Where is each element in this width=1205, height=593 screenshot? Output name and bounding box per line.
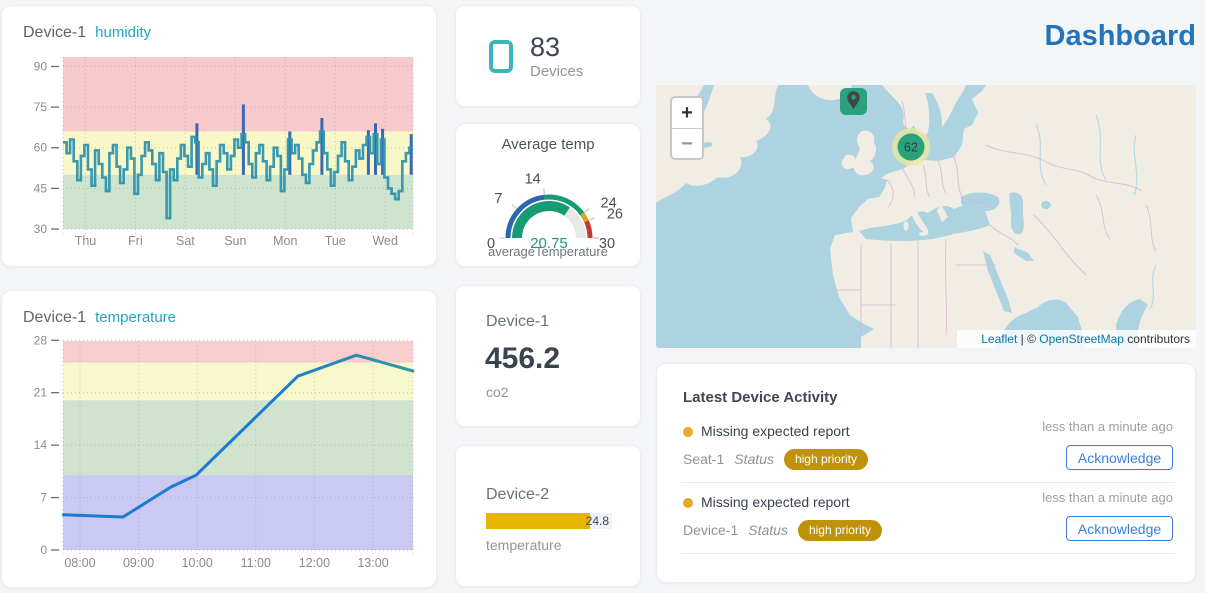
temperature-bar-value: 24.8 <box>585 514 609 528</box>
device-name: Device-1 <box>486 313 550 330</box>
svg-text:45: 45 <box>34 181 48 195</box>
gauge-metric-label: averageTemperature <box>488 244 608 259</box>
temperature-bar-track: 24.8 <box>486 513 612 529</box>
device2-temperature-card: Device-2 24.8 temperature <box>455 445 641 587</box>
marker-cluster[interactable]: 62 <box>892 128 930 166</box>
device-name: Device-1 <box>23 24 87 41</box>
svg-text:20.75: 20.75 <box>530 235 568 252</box>
svg-text:90: 90 <box>34 59 48 73</box>
tablet-icon <box>489 39 513 73</box>
alert-dot-icon <box>683 498 693 508</box>
latest-device-activity-card: Latest Device Activity Missing expected … <box>656 363 1196 583</box>
map-zoom-control: + − <box>670 96 704 160</box>
acknowledge-button[interactable]: Acknowledge <box>1066 445 1173 470</box>
svg-text:0: 0 <box>40 543 47 557</box>
devices-label: Devices <box>530 62 584 80</box>
humidity-step-chart: 30 45 60 75 90 Thu Fri Sat Sun Mon Tue Wed <box>34 57 414 248</box>
zoom-out-button[interactable]: − <box>672 128 702 158</box>
activity-status-label: Status <box>748 522 788 538</box>
svg-text:08:00: 08:00 <box>64 556 95 570</box>
map-attribution: Leaflet | © OpenStreetMap contributors <box>957 330 1196 348</box>
svg-text:10:00: 10:00 <box>182 556 213 570</box>
svg-text:0: 0 <box>487 236 495 252</box>
svg-text:14: 14 <box>525 171 541 187</box>
activity-detail-row: Seat-1 Status high priority <box>683 449 868 471</box>
borders <box>830 100 1157 348</box>
temperature-line-chart: 0 7 14 21 28 08:00 09:00 10:00 11:00 12:00 13:00 <box>34 333 415 570</box>
temperature-bar-fill <box>486 513 591 529</box>
humidity-chart-title: Device-1 humidity <box>23 24 151 42</box>
leaflet-map[interactable]: 62 + − Leaflet | © OpenStreetMap contrib… <box>656 85 1196 348</box>
alert-dot-icon <box>683 427 693 437</box>
svg-text:13:00: 13:00 <box>357 556 388 570</box>
attribute-name: temperature <box>486 537 562 553</box>
attribution-separator: | © <box>1017 332 1040 346</box>
devices-count-card: 83 Devices <box>455 5 641 107</box>
svg-text:7: 7 <box>40 491 47 505</box>
device-marker-pin[interactable] <box>840 88 867 115</box>
activity-item: Missing expected report less than a minu… <box>681 417 1175 483</box>
svg-text:Sat: Sat <box>176 234 195 248</box>
svg-text:09:00: 09:00 <box>123 556 154 570</box>
attribute-name: temperature <box>95 309 177 326</box>
average-temp-gauge-card: Average temp 0 7 14 24 26 30 20.75 averageTemp… <box>455 123 641 267</box>
activity-device: Seat-1 <box>683 451 725 467</box>
zoom-in-button[interactable]: + <box>672 98 702 128</box>
priority-badge: high priority <box>797 520 882 541</box>
humidity-chart-card: Device-1 humidity 30 45 60 75 90 Thu Fri Sat Sun M… <box>1 5 437 267</box>
svg-text:12:00: 12:00 <box>299 556 330 570</box>
svg-text:7: 7 <box>494 191 502 207</box>
svg-text:75: 75 <box>34 100 48 114</box>
svg-text:Thu: Thu <box>75 234 97 248</box>
activity-event-title: Missing expected report <box>701 494 850 510</box>
svg-text:30: 30 <box>34 222 48 236</box>
activity-status-label: Status <box>734 451 774 467</box>
svg-text:24: 24 <box>601 196 617 212</box>
activity-timestamp: less than a minute ago <box>1042 490 1173 505</box>
activity-event-title: Missing expected report <box>701 423 850 439</box>
attribution-contributors: contributors <box>1123 332 1190 346</box>
svg-text:28: 28 <box>34 333 48 347</box>
svg-text:30: 30 <box>599 236 615 252</box>
co2-label: co2 <box>486 384 509 400</box>
activity-device: Device-1 <box>683 522 739 538</box>
svg-text:26: 26 <box>607 207 623 223</box>
rivers <box>1035 114 1157 310</box>
svg-text:Wed: Wed <box>372 234 398 248</box>
temperature-chart-title: Device-1 temperature <box>23 309 176 327</box>
gauge-title: Average temp <box>501 136 595 153</box>
svg-text:60: 60 <box>34 141 48 155</box>
acknowledge-button[interactable]: Acknowledge <box>1066 516 1173 541</box>
co2-value-card: Device-1 456.2 co2 <box>455 285 641 427</box>
svg-text:14: 14 <box>34 438 48 452</box>
activity-item: Missing expected report less than a minu… <box>681 488 1175 554</box>
svg-text:11:00: 11:00 <box>241 556 271 570</box>
svg-text:Fri: Fri <box>128 234 143 248</box>
world-map: 62 <box>656 85 1196 348</box>
cluster-count: 62 <box>904 141 918 155</box>
devices-count: 83 <box>530 31 561 62</box>
priority-badge: high priority <box>783 449 868 470</box>
attribute-name: humidity <box>95 24 151 41</box>
device-name: Device-2 <box>486 486 550 503</box>
activity-panel-title: Latest Device Activity <box>683 389 838 406</box>
leaflet-link[interactable]: Leaflet <box>981 332 1018 346</box>
svg-text:Tue: Tue <box>325 234 346 248</box>
activity-detail-row: Device-1 Status high priority <box>683 520 882 542</box>
svg-text:21: 21 <box>34 386 48 400</box>
activity-timestamp: less than a minute ago <box>1042 419 1173 434</box>
device-name: Device-1 <box>23 309 87 326</box>
openstreetmap-link[interactable]: OpenStreetMap <box>1039 332 1124 346</box>
page-title: Dashboard <box>1044 20 1196 52</box>
co2-value: 456.2 <box>485 342 561 375</box>
svg-text:Sun: Sun <box>224 234 246 248</box>
temperature-chart-card: Device-1 temperature 0 7 14 21 28 08:00 09:00 10… <box>1 290 437 588</box>
svg-text:Mon: Mon <box>273 234 297 248</box>
ukraine-flag-icon <box>965 335 977 343</box>
